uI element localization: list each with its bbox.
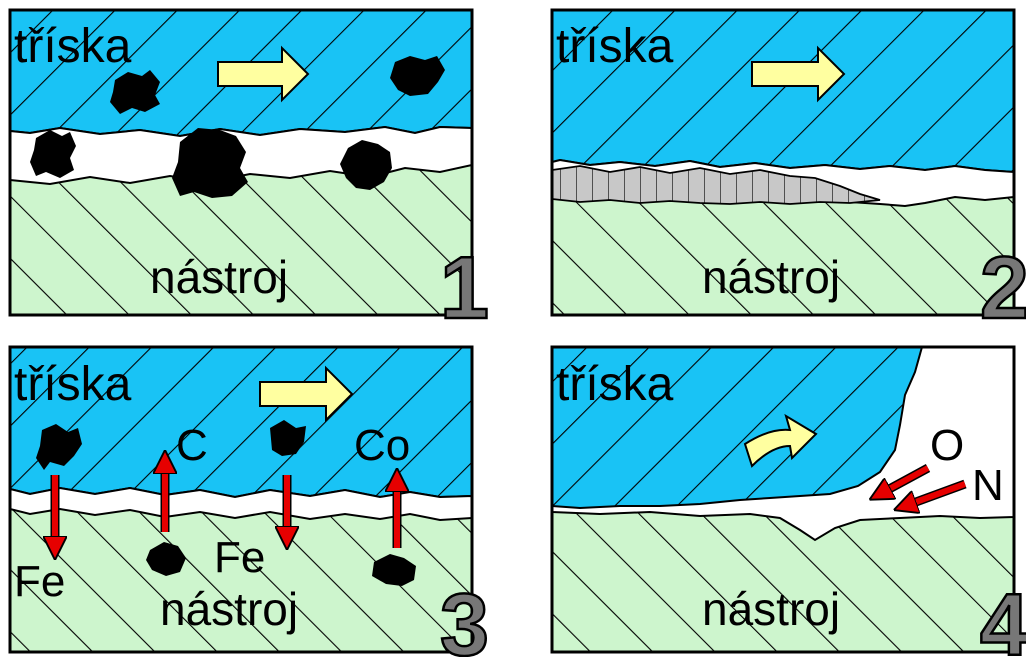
chip-label: tříska	[556, 20, 674, 73]
panel-3: tříska C Co Fe Fe nástroj 3	[8, 345, 490, 657]
panel-4: tříska O N nástroj 4	[550, 345, 1026, 657]
element-label-co: Co	[354, 421, 410, 470]
element-label-fe: Fe	[214, 533, 265, 582]
panel-number: 2	[980, 238, 1026, 337]
particle	[30, 130, 76, 178]
built-up-layer	[552, 165, 881, 205]
tool-label: nástroj	[160, 583, 298, 635]
element-label-c: C	[176, 421, 208, 470]
panel-2: tříska nástroj 2	[550, 8, 1026, 338]
particle	[372, 554, 416, 586]
chip-flow-arrow	[751, 45, 846, 103]
particle	[270, 420, 306, 456]
particle	[110, 70, 160, 114]
gas-label-o: O	[930, 421, 964, 470]
chip-flow-arrow	[743, 413, 818, 468]
particle	[340, 140, 392, 190]
chip-flow-arrow	[259, 365, 354, 423]
panel-number: 1	[440, 238, 489, 337]
particle	[146, 542, 186, 576]
particle	[172, 128, 248, 198]
element-label-fe: Fe	[14, 557, 65, 606]
chip-label: tříska	[14, 358, 132, 411]
gas-label-n: N	[972, 461, 1004, 510]
chip-label: tříska	[14, 20, 132, 73]
panel-number: 3	[440, 575, 489, 657]
chip-flow-arrow	[217, 45, 310, 103]
chip-region	[552, 347, 924, 510]
tool-label: nástroj	[702, 251, 840, 303]
panel-1: tříska nástroj 1	[8, 8, 490, 338]
panel-number: 4	[980, 575, 1026, 657]
particle	[36, 424, 82, 470]
particle	[390, 56, 445, 96]
chip-label: tříska	[556, 358, 674, 411]
tool-label: nástroj	[150, 251, 288, 303]
tool-label: nástroj	[702, 583, 840, 635]
